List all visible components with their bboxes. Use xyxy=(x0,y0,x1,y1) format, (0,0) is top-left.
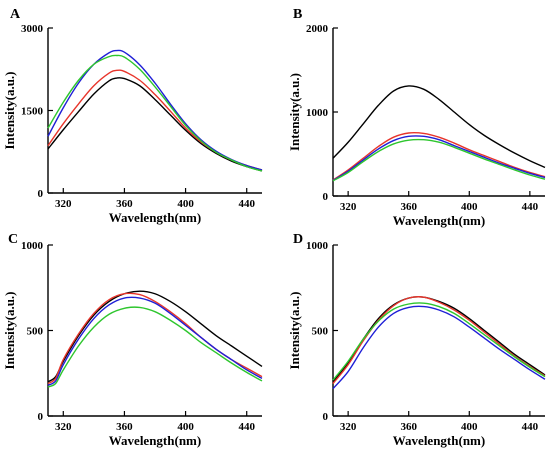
y-tick-label: 1000 xyxy=(306,107,329,119)
x-tick-label: 320 xyxy=(55,421,72,433)
series-line-2 xyxy=(332,131,546,181)
panel-letter: A xyxy=(10,7,21,22)
x-tick-label: 440 xyxy=(238,198,255,210)
y-tick-label: 1000 xyxy=(21,240,44,252)
series-line-2 xyxy=(47,292,263,385)
y-tick-label: 0 xyxy=(38,188,44,200)
y-tick-label: 3000 xyxy=(21,23,44,35)
series-line-3 xyxy=(47,296,263,386)
x-tick-label: 320 xyxy=(55,198,72,210)
y-tick-label: 1500 xyxy=(21,106,44,118)
series-line-2 xyxy=(47,69,263,171)
panel-b: B 0 1000 2000 320 360 400 440 Wavelength(nm) Inte… xyxy=(287,7,546,228)
panel-c: C 0 500 1000 320 360 400 440 Wavelength(nm) Inten… xyxy=(2,232,263,448)
y-tick-label: 500 xyxy=(27,326,44,338)
x-tick-label: 400 xyxy=(177,198,194,210)
series-line-4 xyxy=(47,306,263,388)
y-tick-label: 0 xyxy=(323,191,329,203)
series-line-4 xyxy=(332,138,546,182)
y-axis-label: Intensity(a.u.) xyxy=(2,291,17,369)
panel-letter: C xyxy=(8,232,18,247)
panel-d: D 0 500 1000 320 360 400 440 Wavelength(nm) Inten… xyxy=(287,232,546,448)
x-tick-label: 360 xyxy=(400,201,417,213)
y-axis-label: Intensity(a.u.) xyxy=(287,291,302,369)
series-line-3 xyxy=(332,305,546,390)
x-tick-label: 440 xyxy=(238,421,255,433)
panel-letter: B xyxy=(293,7,302,22)
series-line-1 xyxy=(47,77,263,172)
x-tick-label: 400 xyxy=(461,421,478,433)
y-axis-label: Intensity(a.u.) xyxy=(287,73,302,151)
y-tick-label: 500 xyxy=(312,326,329,338)
y-tick-label: 2000 xyxy=(306,23,329,35)
x-axis-label: Wavelength(nm) xyxy=(109,210,201,225)
series-line-4 xyxy=(332,302,546,381)
series-line-1 xyxy=(47,290,263,383)
x-tick-label: 360 xyxy=(116,198,133,210)
x-tick-label: 400 xyxy=(461,201,478,213)
x-axis-label: Wavelength(nm) xyxy=(109,433,201,448)
y-axis-label: Intensity(a.u.) xyxy=(2,71,17,149)
panel-a: A 0 1500 3000 320 360 400 440 Wavelength(nm) Inte… xyxy=(2,7,263,225)
x-axis-label: Wavelength(nm) xyxy=(393,213,485,228)
series-line-4 xyxy=(47,54,263,172)
x-tick-label: 440 xyxy=(522,201,539,213)
x-tick-label: 400 xyxy=(177,421,194,433)
series-line-3 xyxy=(332,135,546,182)
y-tick-label: 0 xyxy=(38,411,44,423)
x-tick-label: 360 xyxy=(400,421,417,433)
series-line-1 xyxy=(332,85,546,169)
x-axis-label: Wavelength(nm) xyxy=(393,433,485,448)
x-tick-label: 360 xyxy=(116,421,133,433)
x-tick-label: 320 xyxy=(340,201,357,213)
panel-letter: D xyxy=(293,232,303,247)
x-tick-label: 440 xyxy=(522,421,539,433)
x-tick-label: 320 xyxy=(340,421,357,433)
y-tick-label: 0 xyxy=(323,411,329,423)
y-tick-label: 1000 xyxy=(306,240,329,252)
